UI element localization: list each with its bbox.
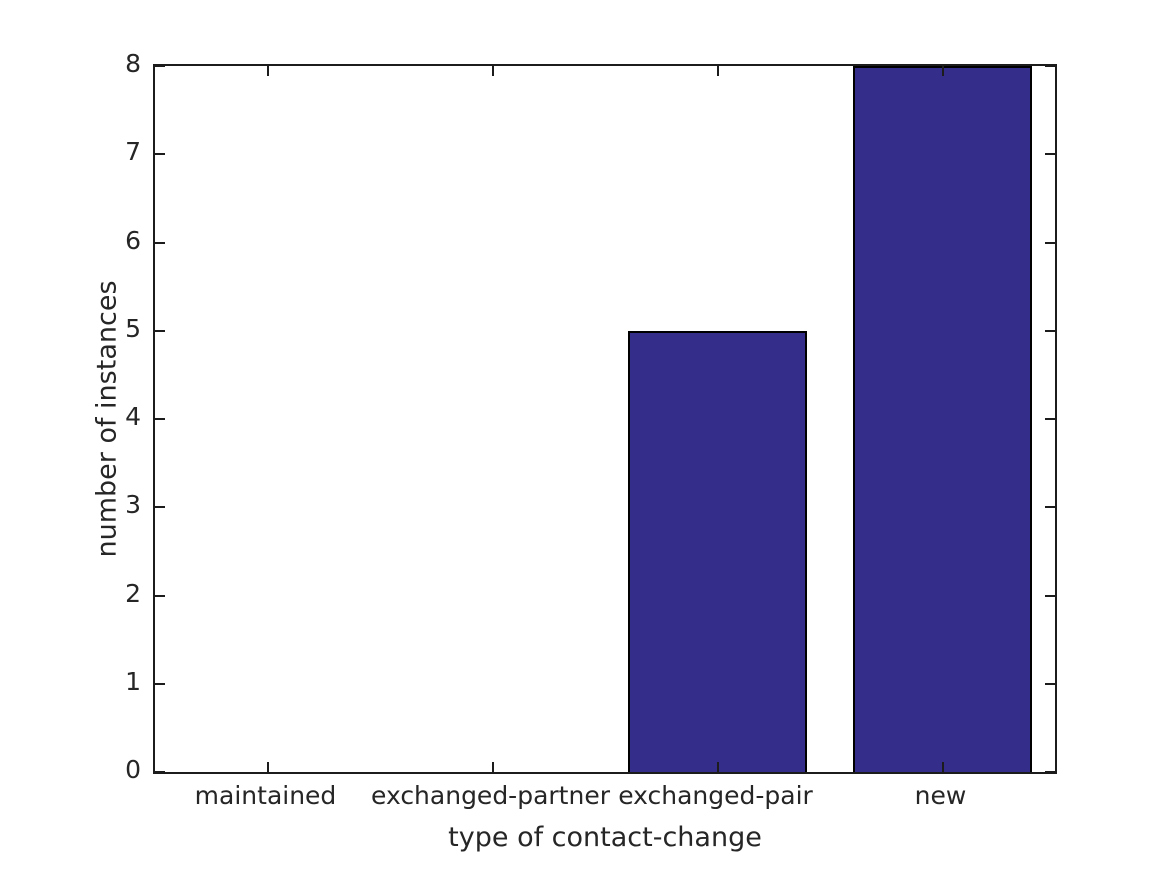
y-tick-right [1045, 771, 1055, 773]
y-tick-right [1045, 153, 1055, 156]
y-tick-right [1045, 682, 1055, 685]
y-tick-left [155, 153, 165, 156]
x-tick-top [716, 66, 719, 76]
bar-new [853, 66, 1032, 772]
y-tick-label: 6 [125, 225, 141, 255]
y-tick-label: 7 [125, 137, 141, 167]
x-tick-top [941, 66, 944, 76]
y-tick-label: 8 [125, 49, 141, 78]
y-tick-right [1045, 594, 1055, 597]
x-tick-bottom [266, 762, 269, 772]
y-tick-right [1045, 65, 1055, 67]
y-tick-right [1045, 329, 1055, 332]
y-tick-label: 4 [125, 402, 141, 431]
y-tick-left [155, 65, 165, 67]
x-tick-bottom [716, 762, 719, 772]
x-tick-bottom [491, 762, 494, 772]
y-tick-left [155, 329, 165, 332]
x-tick-top [491, 66, 494, 76]
plot-area [153, 64, 1057, 774]
x-tick-label: maintained [194, 781, 337, 810]
x-axis-title: type of contact-change [448, 822, 762, 853]
y-tick-left [155, 241, 165, 244]
x-tick-label: exchanged-pair [618, 781, 813, 810]
y-tick-label: 1 [125, 666, 141, 696]
y-tick-label: 5 [125, 313, 141, 343]
x-tick-label: new [914, 781, 967, 810]
y-tick-left [155, 771, 165, 773]
y-tick-left [155, 594, 165, 597]
x-tick-top [266, 66, 269, 76]
y-tick-right [1045, 506, 1055, 509]
y-tick-left [155, 682, 165, 685]
y-tick-right [1045, 418, 1055, 420]
y-tick-label: 3 [125, 490, 141, 520]
x-tick-label: exchanged-partner [371, 781, 610, 810]
y-tick-label: 2 [125, 578, 141, 608]
y-tick-left [155, 506, 165, 509]
bar-exchanged-pair [628, 331, 807, 772]
x-tick-bottom [941, 762, 944, 772]
y-tick-left [155, 418, 165, 420]
plot-inner [155, 65, 1055, 773]
y-tick-right [1045, 241, 1055, 244]
y-tick-label: 0 [125, 755, 141, 784]
